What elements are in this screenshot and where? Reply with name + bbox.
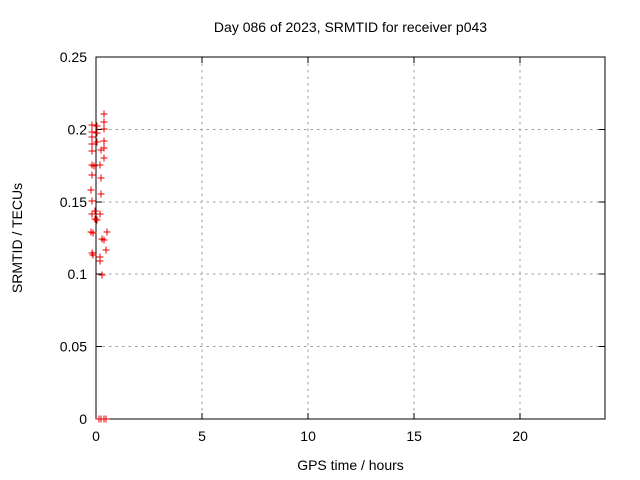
- data-point: [103, 228, 111, 236]
- data-point: [88, 210, 96, 218]
- data-point: [102, 246, 110, 254]
- data-point: [100, 236, 108, 244]
- x-tick-label: 20: [512, 428, 528, 444]
- data-point: [91, 207, 99, 215]
- data-point: [97, 146, 105, 154]
- data-point: [90, 162, 98, 170]
- data-point: [88, 121, 96, 129]
- data-point: [97, 190, 105, 198]
- data-point: [89, 229, 97, 237]
- x-tick-label: 15: [406, 428, 422, 444]
- data-point: [96, 161, 104, 169]
- data-point: [93, 138, 101, 146]
- x-tick-label: 10: [300, 428, 316, 444]
- plot-border: [95, 56, 606, 420]
- y-tick-label: 0.1: [68, 266, 88, 282]
- data-point: [100, 110, 108, 118]
- data-point: [88, 133, 96, 141]
- x-tick-label: 0: [92, 428, 100, 444]
- data-point: [100, 154, 108, 162]
- y-tick-label: 0.05: [60, 339, 87, 355]
- data-point: [100, 125, 108, 133]
- data-point: [98, 271, 106, 279]
- data-point: [100, 137, 108, 145]
- data-point: [88, 197, 96, 205]
- data-point: [88, 171, 96, 179]
- data-point: [96, 257, 104, 265]
- x-tick-label: 5: [198, 428, 206, 444]
- data-point: [96, 210, 104, 218]
- y-tick-label: 0.25: [60, 49, 87, 65]
- y-tick-label: 0: [79, 411, 87, 427]
- data-point: [88, 140, 96, 148]
- data-point: [93, 129, 101, 137]
- data-point: [87, 186, 95, 194]
- y-tick-label: 0.2: [68, 121, 88, 137]
- data-point: [97, 174, 105, 182]
- y-tick-label: 0.15: [60, 194, 87, 210]
- data-point: [89, 251, 97, 259]
- chart-title: Day 086 of 2023, SRMTID for receiver p04…: [213, 19, 488, 35]
- data-point: [88, 147, 96, 155]
- x-axis-label: GPS time / hours: [297, 457, 404, 473]
- data-point: [100, 118, 108, 126]
- data-point: [93, 122, 101, 130]
- data-point: [93, 216, 101, 224]
- data-point: [102, 415, 110, 423]
